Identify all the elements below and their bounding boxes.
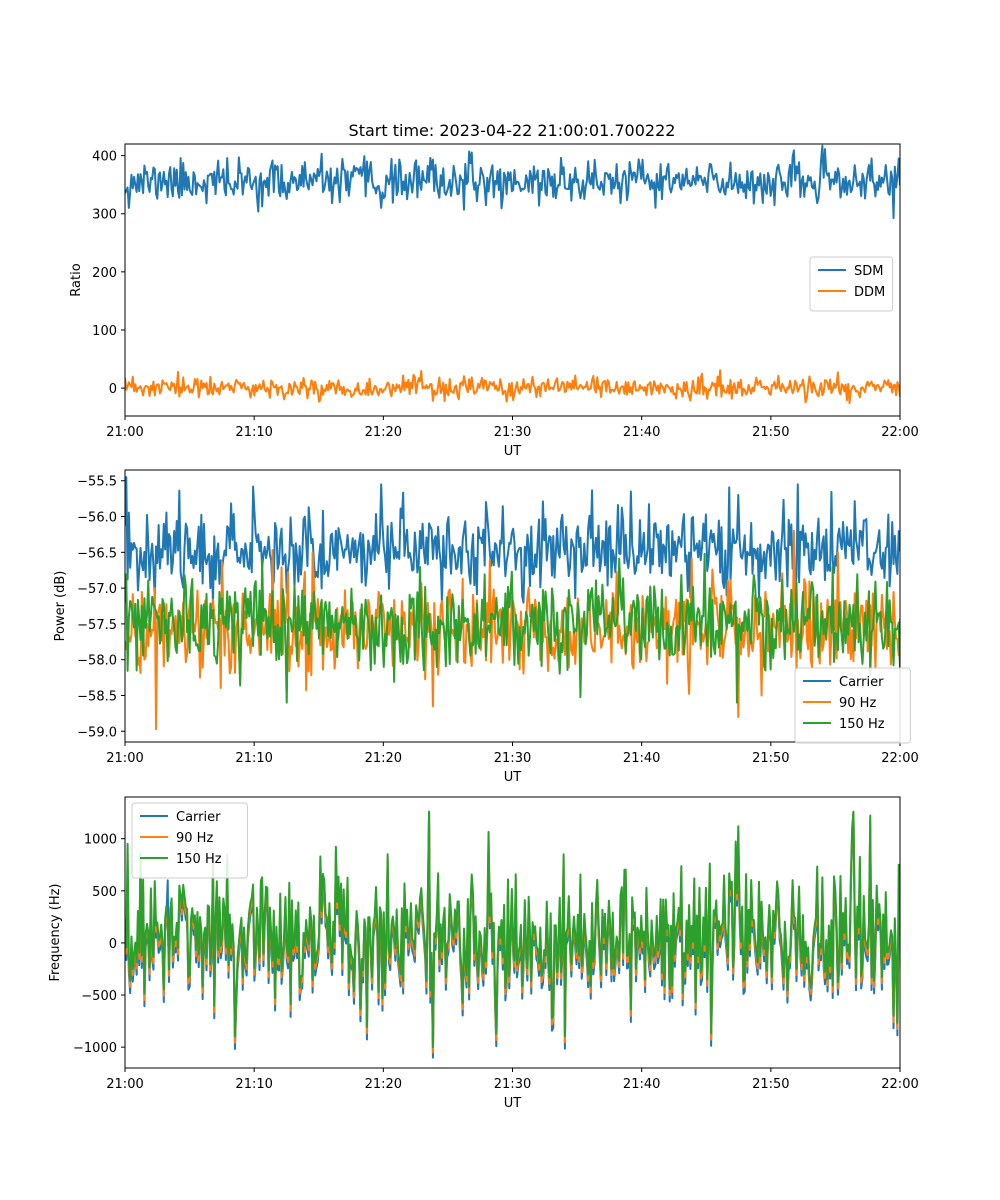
x-tick-label: 21:00	[106, 1077, 143, 1092]
y-tick-label: −56.5	[77, 546, 117, 561]
x-tick-label: 21:10	[235, 425, 272, 440]
y-tick-label: 300	[92, 208, 117, 223]
y-tick-label: 0	[109, 937, 117, 952]
x-tick-label: 21:50	[752, 425, 789, 440]
y-tick-label: 400	[92, 150, 117, 165]
series-line-150-hz	[125, 810, 900, 1049]
x-tick-label: 21:30	[494, 751, 531, 766]
legend-label-carrier: Carrier	[839, 675, 884, 690]
y-tick-label: −1000	[73, 1041, 117, 1056]
x-tick-label: 21:30	[494, 1077, 531, 1092]
x-tick-label: 21:20	[365, 425, 402, 440]
legend-label-sdm: SDM	[854, 264, 883, 279]
legend-label-150-hz: 150 Hz	[839, 717, 885, 732]
x-axis-label: UT	[504, 770, 522, 785]
series-line-sdm	[125, 144, 900, 220]
y-tick-label: −55.5	[77, 475, 117, 490]
chart-panel-1: 21:00 21:10 21:20 21:30 21:40 21:50 22:00 400 30…	[69, 143, 919, 459]
x-tick-label: 21:00	[106, 751, 143, 766]
x-tick-label: 22:00	[881, 751, 918, 766]
x-tick-label: 21:00	[106, 425, 143, 440]
legend-label-90-hz: 90 Hz	[839, 696, 876, 711]
x-tick-label: 22:00	[881, 1077, 918, 1092]
legend-label-carrier: Carrier	[176, 810, 221, 825]
x-tick-label: 21:30	[494, 425, 531, 440]
x-tick-label: 21:20	[365, 751, 402, 766]
x-tick-label: 22:00	[881, 425, 918, 440]
chart-panel-2: 21:00 21:10 21:20 21:30 21:40 21:50 22:00 −55.5…	[53, 469, 919, 785]
series-group	[125, 476, 900, 731]
legend-box	[131, 802, 248, 879]
x-axis-label: UT	[504, 1096, 522, 1111]
y-tick-label: −57.5	[77, 618, 117, 633]
legend-label-90-hz: 90 Hz	[176, 831, 213, 846]
y-tick-label: −56.0	[77, 511, 117, 526]
x-tick-label: 21:10	[235, 751, 272, 766]
legend: SDM DDM	[809, 256, 894, 312]
y-axis-label: Power (dB)	[53, 571, 68, 642]
x-tick-label: 21:40	[623, 1077, 660, 1092]
legend-label-150-hz: 150 Hz	[176, 852, 222, 867]
legend-label-ddm: DDM	[854, 285, 885, 300]
series-line-150-hz	[125, 552, 900, 704]
y-tick-label: 1000	[84, 833, 117, 848]
y-tick-label: 500	[92, 885, 117, 900]
series-group	[125, 810, 900, 1059]
legend: Carrier 90 Hz 150 Hz	[794, 667, 911, 744]
legend: Carrier 90 Hz 150 Hz	[131, 802, 248, 879]
x-axis-label: UT	[504, 444, 522, 459]
x-tick-label: 21:20	[365, 1077, 402, 1092]
y-tick-label: −58.0	[77, 654, 117, 669]
x-tick-label: 21:50	[752, 1077, 789, 1092]
legend-box	[794, 667, 911, 744]
panels: 21:00 21:10 21:20 21:30 21:40 21:50 22:00 400 30…	[48, 143, 919, 1111]
y-tick-label: 100	[92, 324, 117, 339]
chart-panel-3: 21:00 21:10 21:20 21:30 21:40 21:50 22:00 1000 5…	[48, 796, 919, 1111]
series-group	[125, 144, 900, 405]
y-axis-label: Frequency (Hz)	[48, 883, 63, 981]
figure-title: Start time: 2023-04-22 21:00:01.700222	[349, 121, 676, 140]
y-tick-label: 0	[109, 382, 117, 397]
x-tick-label: 21:40	[623, 751, 660, 766]
series-line-carrier	[125, 476, 900, 606]
x-tick-label: 21:40	[623, 425, 660, 440]
x-tick-label: 21:50	[752, 751, 789, 766]
series-line-ddm	[125, 369, 900, 405]
y-axis-label: Ratio	[69, 263, 84, 296]
y-tick-label: −500	[81, 989, 117, 1004]
y-tick-label: −58.5	[77, 689, 117, 704]
y-tick-label: −59.0	[77, 725, 117, 740]
x-tick-label: 21:10	[235, 1077, 272, 1092]
y-tick-label: 200	[92, 266, 117, 281]
y-tick-label: −57.0	[77, 582, 117, 597]
